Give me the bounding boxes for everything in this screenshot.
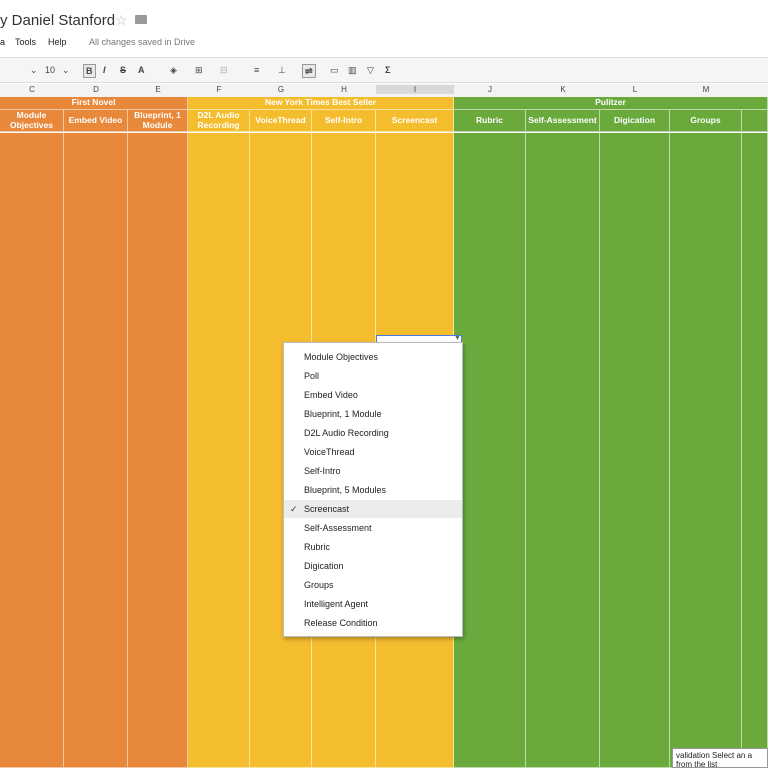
dropdown-option[interactable]: Intelligent Agent bbox=[304, 599, 369, 609]
dropdown-option[interactable]: VoiceThread bbox=[304, 447, 355, 457]
filter-icon[interactable]: ▽ bbox=[367, 65, 374, 75]
align-horizontal-icon[interactable]: ≡ bbox=[254, 65, 260, 75]
menu-item-data[interactable]: a bbox=[0, 37, 6, 47]
sheet-cell[interactable]: Self-Assessment bbox=[526, 110, 600, 132]
spreadsheet-grid[interactable]: First Novel New York Times Best Seller P… bbox=[0, 97, 768, 768]
column-header-m[interactable]: M bbox=[702, 85, 710, 94]
dropdown-option[interactable]: Self-Assessment bbox=[304, 523, 372, 533]
bold-button[interactable]: B bbox=[83, 64, 96, 78]
sheet-cell[interactable]: Digication bbox=[600, 110, 670, 132]
dropdown-option[interactable]: Blueprint, 5 Modules bbox=[304, 485, 387, 495]
align-vertical-icon[interactable]: ⊥ bbox=[278, 65, 286, 75]
validation-dropdown: Module Objectives Poll Embed Video Bluep… bbox=[283, 342, 463, 637]
dropdown-option[interactable]: Release Condition bbox=[304, 618, 378, 628]
dropdown-option[interactable]: D2L Audio Recording bbox=[304, 428, 389, 438]
menu-item-help[interactable]: Help bbox=[48, 37, 67, 47]
column-band-f[interactable] bbox=[188, 133, 250, 768]
column-header-h[interactable]: H bbox=[341, 85, 347, 94]
checkmark-icon: ✓ bbox=[290, 504, 298, 514]
group-header-first-novel[interactable]: First Novel bbox=[0, 97, 188, 110]
menu-item-tools[interactable]: Tools bbox=[15, 37, 37, 47]
dropdown-option[interactable]: Groups bbox=[304, 580, 334, 590]
column-band-k[interactable] bbox=[526, 133, 600, 768]
comment-icon[interactable]: ▭ bbox=[330, 65, 339, 75]
chevron-down-icon[interactable]: ⌄ bbox=[62, 65, 70, 75]
column-band-c[interactable] bbox=[0, 133, 64, 768]
dropdown-option[interactable]: Blueprint, 1 Module bbox=[304, 409, 382, 419]
dropdown-option[interactable]: Embed Video bbox=[304, 390, 358, 400]
functions-button[interactable]: Σ bbox=[385, 65, 391, 75]
column-header-row: C D E F G H I J K L M bbox=[0, 84, 768, 98]
column-header-g[interactable]: G bbox=[277, 85, 285, 94]
column-header-l[interactable]: L bbox=[632, 85, 638, 94]
dropdown-option[interactable]: Module Objectives bbox=[304, 352, 379, 362]
borders-icon[interactable]: ⊞ bbox=[195, 65, 203, 75]
sheet-cell[interactable]: Screencast bbox=[376, 110, 454, 132]
column-band-d[interactable] bbox=[64, 133, 128, 768]
column-header-e[interactable]: E bbox=[155, 85, 161, 94]
document-title[interactable]: y Daniel Stanford bbox=[0, 12, 116, 29]
sheet-cell[interactable]: Module Objectives bbox=[0, 110, 64, 132]
title-bar: y Daniel Stanford ☆ bbox=[0, 0, 768, 34]
italic-button[interactable]: I bbox=[103, 65, 106, 75]
column-header-j[interactable]: J bbox=[488, 85, 492, 94]
group-header-pulitzer[interactable]: Pulitzer bbox=[454, 97, 768, 110]
font-size-select[interactable]: 10 bbox=[45, 65, 56, 75]
wrap-text-icon[interactable]: ⇌ bbox=[302, 64, 316, 78]
dropdown-option-label: Screencast bbox=[304, 504, 350, 514]
column-header-k[interactable]: K bbox=[560, 85, 566, 94]
column-header-f[interactable]: F bbox=[216, 85, 222, 94]
dropdown-option[interactable]: Rubric bbox=[304, 542, 331, 552]
chart-icon[interactable]: ▥ bbox=[348, 65, 357, 75]
group-header-nyt-best-seller[interactable]: New York Times Best Seller bbox=[188, 97, 454, 110]
column-header-i[interactable]: I bbox=[376, 85, 454, 94]
toolbar: ⌄ 10 ⌄ B I S A ◈ ⊞ ⊟ ≡ ⊥ ⇌ ▭ ▥ ▽ Σ bbox=[0, 57, 768, 83]
dropdown-option[interactable]: Poll bbox=[304, 371, 320, 381]
sheet-cell[interactable]: Blueprint, 1 Module bbox=[128, 110, 188, 132]
column-band-e[interactable] bbox=[128, 133, 188, 768]
column-header-c[interactable]: C bbox=[29, 85, 35, 94]
text-color-button[interactable]: A bbox=[138, 65, 145, 75]
sheet-cell[interactable]: D2L Audio Recording bbox=[188, 110, 250, 132]
column-header-d[interactable]: D bbox=[93, 85, 99, 94]
validation-dropdown-arrow-icon[interactable]: ▼ bbox=[454, 335, 461, 342]
star-icon[interactable]: ☆ bbox=[115, 12, 128, 28]
validation-tooltip: validation Select an a from the list bbox=[672, 748, 768, 768]
save-status: All changes saved in Drive bbox=[89, 37, 196, 47]
dropdown-option[interactable]: Digication bbox=[304, 561, 344, 571]
merge-cells-icon[interactable]: ⊟ bbox=[220, 65, 228, 75]
column-band-l[interactable] bbox=[600, 133, 670, 768]
sheet-cell[interactable]: VoiceThread bbox=[250, 110, 312, 132]
sheet-cell[interactable]: Rubric bbox=[454, 110, 526, 132]
strikethrough-button[interactable]: S bbox=[120, 65, 127, 75]
sheet-cell[interactable]: Self-Intro bbox=[312, 110, 376, 132]
dropdown-option[interactable]: Self-Intro bbox=[304, 466, 341, 476]
menu-bar: a Tools Help All changes saved in Drive bbox=[0, 34, 768, 52]
font-dropdown-arrow-icon[interactable]: ⌄ bbox=[30, 65, 38, 75]
sheet-cell[interactable]: Embed Video bbox=[64, 110, 128, 132]
dropdown-option-selected[interactable]: ✓ Screencast bbox=[284, 500, 462, 518]
folder-icon[interactable] bbox=[135, 15, 147, 24]
column-band-n[interactable] bbox=[742, 133, 768, 768]
sheet-cell[interactable]: Groups bbox=[670, 110, 742, 132]
column-band-m[interactable] bbox=[670, 133, 742, 768]
sheet-cell[interactable] bbox=[742, 110, 768, 132]
column-band-j[interactable] bbox=[454, 133, 526, 768]
fill-color-icon[interactable]: ◈ bbox=[170, 65, 177, 75]
